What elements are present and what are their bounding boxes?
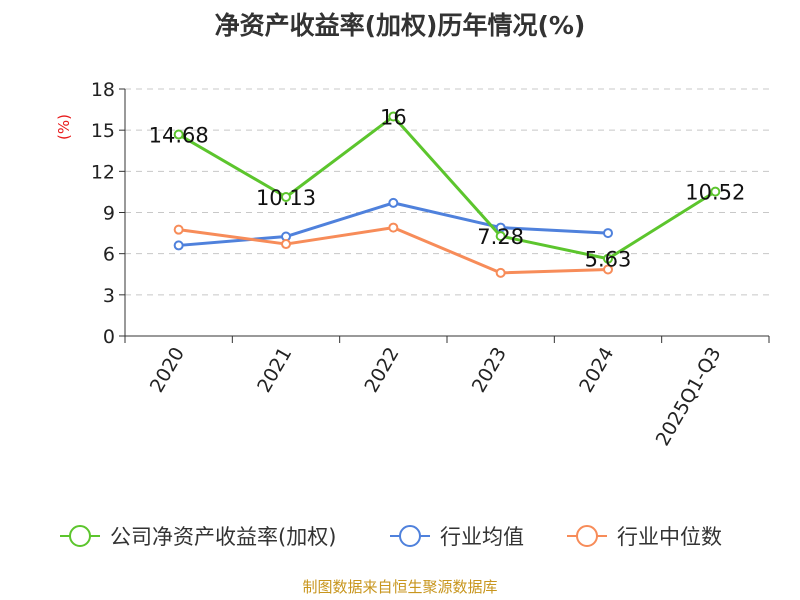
legend-label: 行业中位数: [617, 525, 722, 549]
data-point: [603, 228, 613, 239]
data-point: [495, 231, 506, 242]
data-point: [495, 267, 506, 278]
x-tick-label: 2023: [468, 343, 511, 396]
data-label: 16: [380, 105, 407, 129]
x-tick-label: 2021: [253, 344, 296, 397]
y-tick-label: 9: [103, 203, 115, 225]
series-line: [177, 114, 717, 261]
data-point: [173, 240, 184, 251]
y-tick-label: 6: [103, 244, 115, 266]
series-2: [173, 222, 613, 278]
x-tick-label: 2022: [360, 344, 403, 397]
data-label: 10.52: [685, 181, 745, 205]
data-point: [173, 224, 184, 235]
data-point: [388, 111, 399, 122]
data-point: [281, 191, 291, 202]
y-tick-label: 3: [103, 285, 115, 307]
legend-item[interactable]: 行业中位数: [567, 525, 722, 549]
legend-label: 行业均值: [440, 525, 524, 549]
data-label: 10.13: [256, 186, 316, 210]
data-label: 5.63: [585, 248, 632, 272]
x-tick-label: 2020: [146, 344, 189, 397]
y-tick-label: 12: [91, 161, 115, 183]
legend-item[interactable]: 行业均值: [390, 525, 524, 549]
y-tick-label: 0: [103, 326, 115, 348]
legend-marker: [576, 525, 598, 547]
data-point: [603, 253, 613, 264]
data-point: [388, 197, 399, 208]
legend-label: 公司净资产收益率(加权): [110, 525, 336, 549]
legend-marker: [69, 525, 91, 547]
data-label: 7.28: [477, 225, 524, 249]
data-point: [710, 186, 721, 197]
y-tick-label: 15: [91, 120, 115, 142]
y-tick-label: 18: [91, 79, 115, 101]
y-axis-unit-label: (%): [55, 114, 73, 140]
gridlines: [125, 88, 769, 296]
legend-marker: [399, 525, 421, 547]
x-tick-label: 2025Q1-Q3: [652, 344, 726, 450]
data-point: [173, 129, 184, 140]
data-point: [603, 264, 613, 275]
series-layer: [173, 111, 721, 278]
x-tick-label: 2024: [575, 344, 618, 397]
series-0: [173, 111, 721, 264]
legend[interactable]: 公司净资产收益率(加权) 行业均值 行业中位数: [60, 525, 722, 549]
chart-title: 净资产收益率(加权)历年情况(%): [215, 11, 586, 40]
data-labels: 14.68 10.13 16 7.28 5.63 10.52: [149, 105, 746, 271]
legend-item[interactable]: 公司净资产收益率(加权): [60, 525, 336, 549]
data-label: 14.68: [149, 124, 209, 148]
data-point: [281, 239, 291, 250]
series-line: [178, 226, 609, 275]
source-note: 制图数据来自恒生聚源数据库: [302, 578, 497, 596]
data-point: [388, 222, 399, 233]
